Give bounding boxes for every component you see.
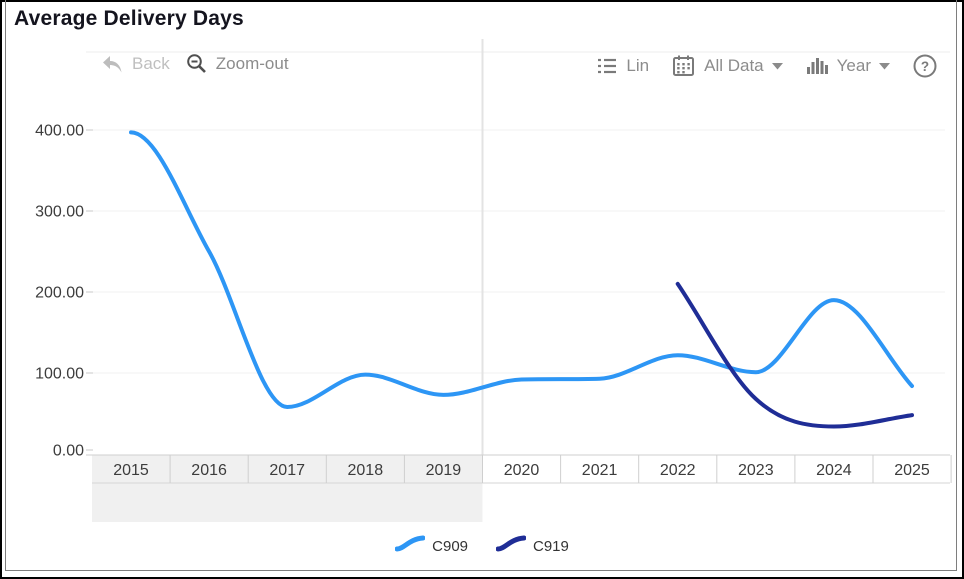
legend-item-c919[interactable]: C919 [495, 533, 569, 559]
chevron-down-icon [771, 62, 783, 70]
x-axis-label: 2024 [816, 462, 852, 479]
help-button[interactable]: ? [912, 53, 938, 79]
x-axis-label: 2017 [269, 462, 305, 479]
series-line-c909 [129, 130, 914, 409]
bar-chart-icon [805, 54, 829, 78]
legend-label: C919 [533, 537, 569, 555]
x-axis-label: 2018 [348, 462, 384, 479]
y-axis-label: 100.00 [35, 366, 84, 383]
zoom-out-button[interactable]: Zoom-out [186, 53, 289, 75]
page-title: Average Delivery Days [14, 7, 244, 30]
granularity-label: Year [836, 56, 871, 75]
legend-label: C909 [432, 537, 468, 555]
list-icon [596, 55, 618, 77]
x-axis-label: 2019 [426, 462, 462, 479]
legend-item-c909[interactable]: C909 [394, 533, 468, 559]
y-axis-label: 400.00 [35, 123, 84, 140]
help-icon: ? [912, 53, 938, 79]
back-icon [100, 53, 124, 75]
zoom-out-label: Zoom-out [215, 54, 289, 73]
legend: C909 C919 [2, 533, 962, 559]
x-axis-highlight-band [92, 455, 483, 522]
x-axis-label: 2016 [191, 462, 227, 479]
linear-scale-label: Lin [626, 56, 650, 75]
legend-swatch-c919 [495, 533, 527, 559]
back-label: Back [132, 54, 170, 73]
x-axis-label: 2022 [660, 462, 696, 479]
chevron-down-icon [879, 62, 890, 70]
date-range-label: All Data [704, 56, 764, 75]
x-axis-label: 2023 [738, 462, 774, 479]
toolbar-right: Lin All Data [596, 53, 938, 79]
granularity-dropdown[interactable]: Year [805, 54, 890, 78]
y-axis-label: 200.00 [35, 285, 84, 302]
x-axis-label: 2020 [504, 462, 540, 479]
back-button[interactable]: Back [100, 53, 170, 75]
calendar-icon [671, 54, 696, 78]
svg-text:?: ? [921, 59, 929, 74]
toolbar-left: Back Zoom-out [100, 53, 289, 75]
series-line-c919 [675, 281, 914, 429]
date-range-dropdown[interactable]: All Data [671, 54, 783, 78]
linear-scale-button[interactable]: Lin [596, 55, 649, 77]
legend-swatch-c909 [394, 533, 426, 559]
y-axis-label: 0.00 [53, 443, 84, 460]
x-axis-label: 2021 [582, 462, 618, 479]
zoom-out-icon [186, 53, 208, 75]
x-axis-label: 2025 [894, 462, 930, 479]
y-axis-label: 300.00 [35, 204, 84, 221]
x-axis-label: 2015 [113, 462, 149, 479]
